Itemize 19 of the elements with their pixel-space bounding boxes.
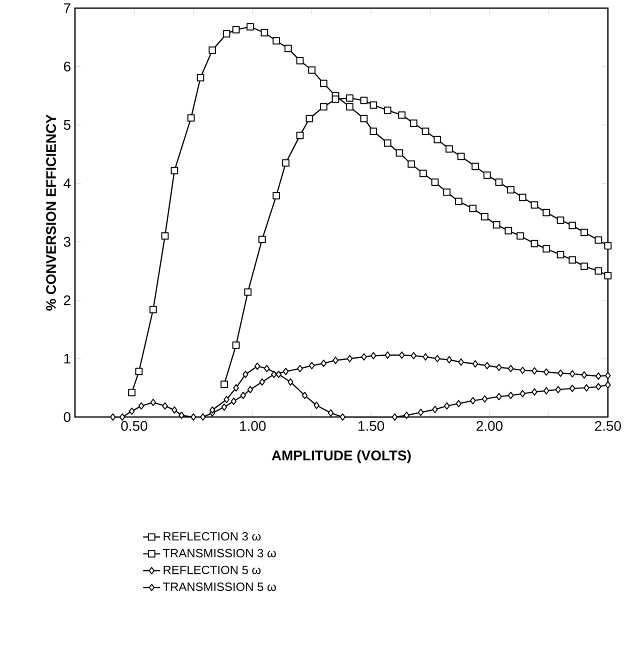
legend-label: TRANSMISSION 3 ω <box>163 548 276 558</box>
legend-label: REFLECTION 3 ω <box>164 532 261 541</box>
x-tick-label: 1.00 <box>240 420 266 431</box>
x-tick-label: 1.50 <box>358 420 384 431</box>
y-tick-label: 7 <box>64 3 70 13</box>
y-tick-label: 3 <box>64 236 70 247</box>
y-axis-title: % CONVERSION EFFICIENCY <box>46 114 56 311</box>
x-tick-label: 2.50 <box>595 420 621 431</box>
x-tick-label: 2.00 <box>476 420 503 431</box>
y-tick-label: 6 <box>64 62 70 72</box>
y-tick-label: 0 <box>64 412 71 422</box>
y-tick-label: 5 <box>64 120 70 130</box>
y-tick-label: 1 <box>64 354 70 364</box>
y-tick-label: 4 <box>64 178 71 188</box>
legend-label: TRANSMISSION 5 ω <box>163 582 276 592</box>
legend-label: REFLECTION 5 ω <box>164 566 261 574</box>
y-tick-label: 2 <box>64 295 70 306</box>
x-tick-label: 0.50 <box>121 420 148 431</box>
x-axis-title: AMPLITUDE (VOLTS) <box>272 450 411 464</box>
